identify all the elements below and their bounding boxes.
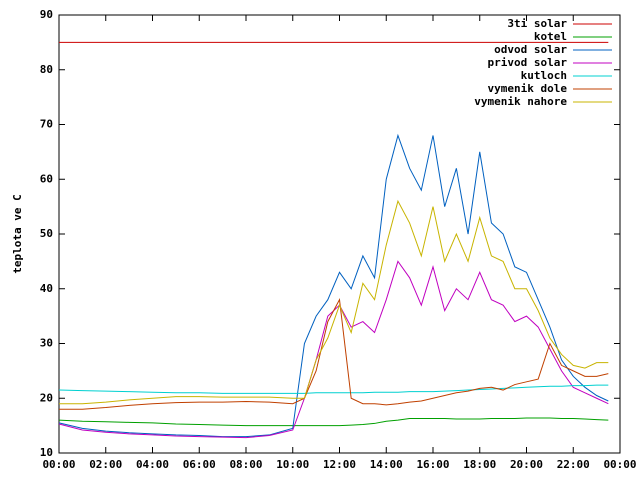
y-tick-label: 70: [40, 118, 53, 131]
legend-label: kutloch: [521, 69, 567, 82]
y-tick-label: 80: [40, 63, 53, 76]
series-line: [59, 199, 609, 405]
legend-label: 3ti solar: [507, 17, 567, 30]
x-tick-label: 22:00: [557, 458, 590, 471]
x-tick-label: 16:00: [416, 458, 449, 471]
x-tick-label: 00:00: [603, 458, 636, 471]
x-tick-label: 02:00: [89, 458, 122, 471]
legend-label: odvod solar: [494, 43, 567, 56]
x-tick-label: 08:00: [229, 458, 262, 471]
x-tick-label: 20:00: [510, 458, 543, 471]
series-line: [58, 260, 609, 439]
series-line: [59, 298, 609, 410]
x-tick-label: 04:00: [136, 458, 169, 471]
y-tick-label: 50: [40, 227, 53, 240]
y-tick-label: 20: [40, 391, 53, 404]
series-line: [58, 384, 609, 394]
y-tick-label: 90: [40, 8, 53, 21]
x-tick-label: 06:00: [183, 458, 216, 471]
x-tick-label: 00:00: [42, 458, 75, 471]
series-line: [58, 417, 609, 427]
legend-label: vymenik nahore: [474, 95, 567, 108]
y-tick-label: 10: [40, 446, 53, 459]
y-tick-label: 40: [40, 282, 53, 295]
y-tick-label: 60: [40, 172, 53, 185]
x-tick-label: 14:00: [370, 458, 403, 471]
y-axis-label: teplota ve C: [11, 194, 24, 273]
x-tick-label: 18:00: [463, 458, 496, 471]
legend-label: kotel: [534, 30, 567, 43]
legend-label: vymenik dole: [488, 82, 568, 95]
x-tick-label: 12:00: [323, 458, 356, 471]
legend-label: privod solar: [488, 56, 568, 69]
series-line: [58, 133, 609, 438]
x-tick-label: 10:00: [276, 458, 309, 471]
y-tick-label: 30: [40, 337, 53, 350]
